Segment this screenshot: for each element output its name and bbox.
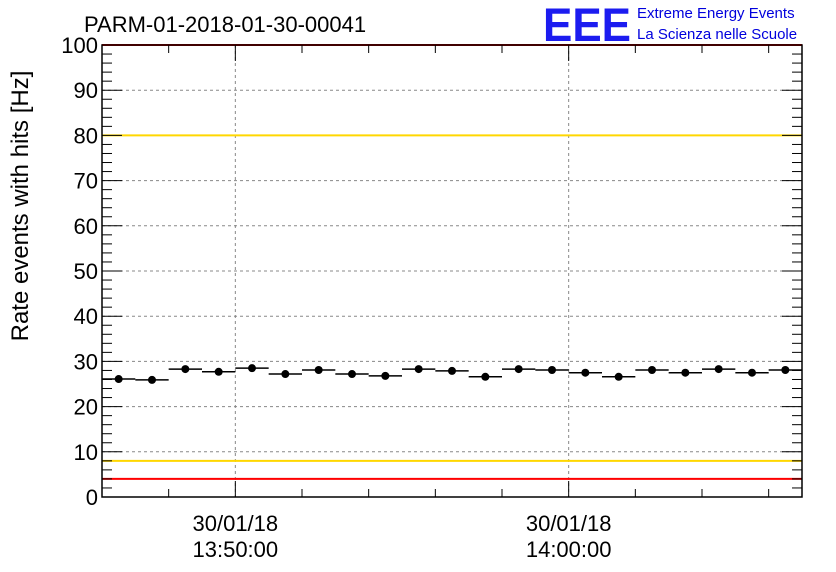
data-point: [381, 371, 390, 380]
y-tick-label: 60: [74, 214, 98, 239]
y-tick-label: 50: [74, 259, 98, 284]
y-tick-label: 80: [74, 123, 98, 148]
reference-lines: [102, 44, 802, 480]
plot-frame: [101, 44, 803, 498]
data-point: [648, 365, 656, 374]
data-point: [348, 370, 356, 379]
logo-line-1: Extreme Energy Events: [637, 5, 795, 22]
data-point: [248, 364, 256, 373]
data-point: [214, 367, 223, 376]
data-point: [581, 368, 590, 377]
y-tick-label: 90: [74, 78, 98, 103]
y-tick-label: 70: [74, 169, 98, 194]
data-point: [448, 366, 456, 375]
eee-logo: EEE Extreme Energy Events La Scienza nel…: [543, 0, 797, 51]
y-tick-label: 20: [74, 395, 98, 420]
data-point: [548, 365, 556, 374]
logo-line-2: La Scienza nelle Scuole: [637, 26, 797, 43]
data-point: [681, 368, 690, 377]
x-tick-time-label: 13:50:00: [193, 537, 279, 562]
data-point: [714, 365, 723, 374]
data-point: [414, 365, 423, 374]
data-point: [314, 365, 323, 374]
x-tick-date-label: 30/01/18: [526, 511, 612, 536]
data-point: [781, 365, 790, 374]
x-tick-time-label: 14:00:00: [526, 537, 612, 562]
tick-labels: 010203040506070809010030/01/1813:50:0030…: [61, 33, 611, 562]
chart-title: PARM-01-2018-01-30-00041: [84, 12, 366, 37]
grid: [102, 45, 802, 497]
data-point: [181, 365, 190, 374]
y-axis-label: Rate events with hits [Hz]: [7, 71, 34, 342]
y-tick-label: 30: [74, 349, 98, 374]
data-point: [281, 370, 290, 379]
data-point: [748, 368, 756, 377]
data-series: [102, 364, 802, 384]
x-tick-date-label: 30/01/18: [193, 511, 279, 536]
y-tick-label: 40: [74, 304, 98, 329]
data-point: [148, 375, 156, 384]
data-point: [114, 375, 123, 384]
data-point: [481, 372, 490, 381]
y-tick-label: 100: [61, 33, 98, 58]
logo-mark: EEE: [543, 0, 631, 51]
y-tick-label: 0: [86, 485, 98, 510]
y-tick-label: 10: [74, 440, 98, 465]
data-point: [514, 365, 523, 374]
data-point: [614, 372, 623, 381]
